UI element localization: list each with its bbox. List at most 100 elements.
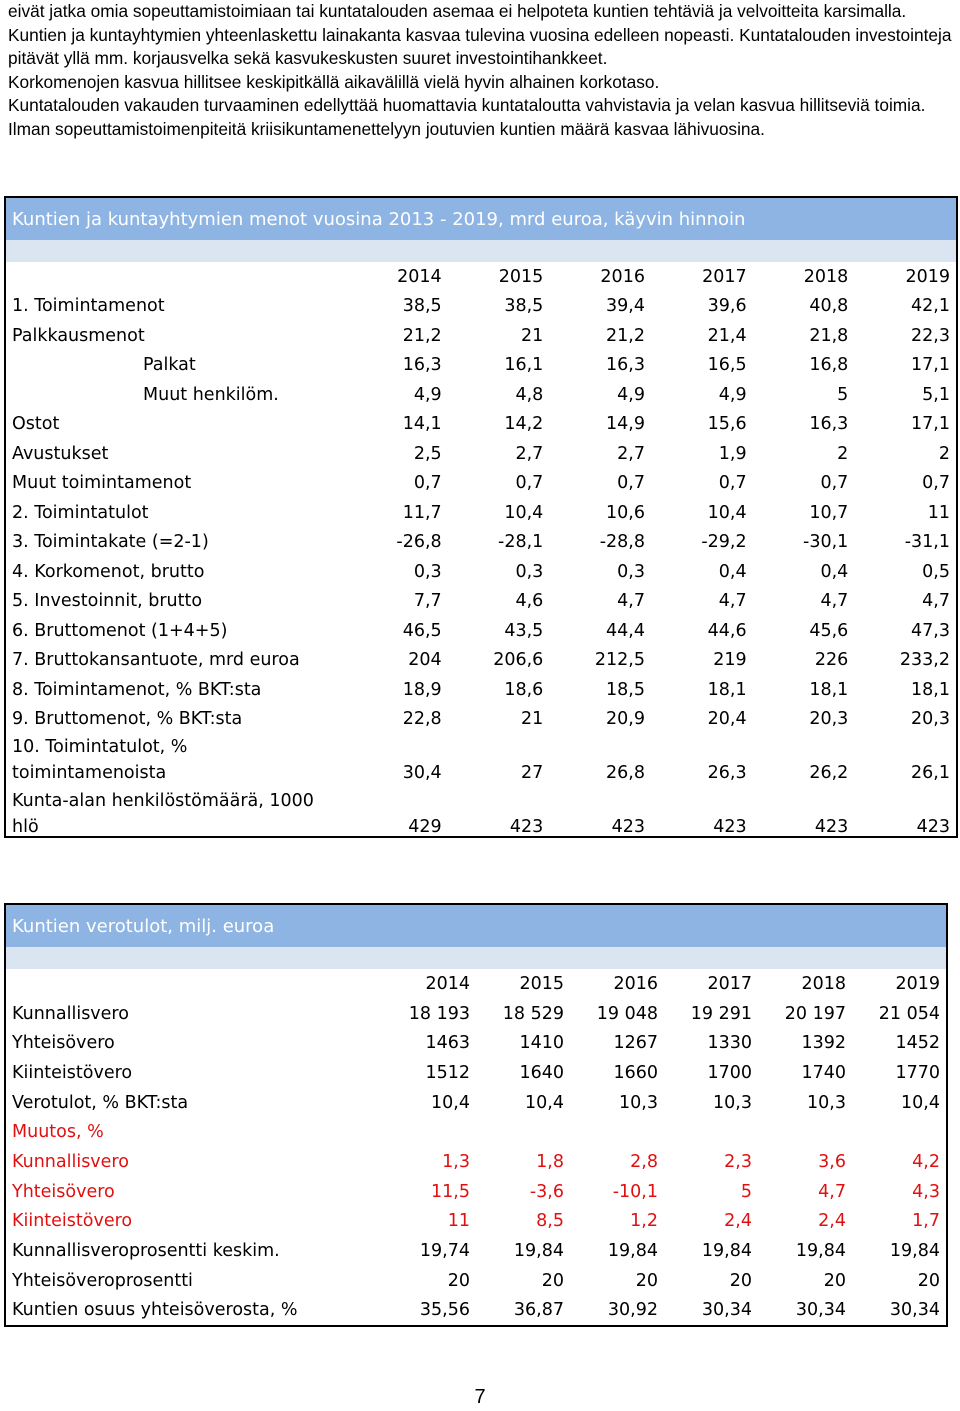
header-label-cell xyxy=(6,969,382,999)
value-cell: 10,4 xyxy=(901,1092,940,1113)
value-cell: 204 xyxy=(408,650,442,671)
value-cell: 14,2 xyxy=(504,414,544,435)
value-cell: 20,3 xyxy=(911,709,950,730)
year-header-row: 2014 2015 2016 2017 2018 2019 xyxy=(6,969,946,999)
row-label: Muut henkilöm. xyxy=(143,384,279,405)
row-label: Kunnallisvero xyxy=(12,1003,129,1024)
year-header: 2014 xyxy=(425,973,470,994)
value-cell: 16,3 xyxy=(606,355,645,376)
row-label: Palkkausmenot xyxy=(12,325,145,346)
expenditure-table-subband xyxy=(6,240,956,262)
value-cell xyxy=(570,1117,664,1147)
value-cell: 4,9 xyxy=(617,384,645,405)
table-row: Yhteisövero 11,5 -3,6 -10,1 5 4,7 4,3 xyxy=(6,1177,946,1207)
value-cell: 0,7 xyxy=(515,473,544,494)
year-header: 2019 xyxy=(905,266,950,287)
header-label-cell xyxy=(6,262,346,292)
value-cell: 4,6 xyxy=(515,591,544,612)
value-cell: 212,5 xyxy=(594,650,645,671)
expenditure-table-title: Kuntien ja kuntayhtymien menot vuosina 2… xyxy=(6,198,956,240)
value-cell: 7,7 xyxy=(413,591,442,612)
value-cell: 219 xyxy=(713,650,747,671)
row-label: 6. Bruttomenot (1+4+5) xyxy=(12,620,228,641)
value-cell: 10,3 xyxy=(619,1092,658,1113)
table-row: 5. Investoinnit, brutto 7,7 4,6 4,7 4,7 4,7 4,… xyxy=(6,587,956,617)
value-cell: 2,5 xyxy=(413,443,442,464)
table-row: Kuntien osuus yhteisöverosta, % 35,56 36,8… xyxy=(6,1296,946,1326)
year-header: 2016 xyxy=(613,973,658,994)
value-cell: 423 xyxy=(814,817,849,837)
row-label: 9. Bruttomenot, % BKT:sta xyxy=(12,709,243,730)
value-cell: 21 xyxy=(521,709,544,730)
row-label: 2. Toimintatulot xyxy=(12,502,149,523)
value-cell: 10,3 xyxy=(807,1092,846,1113)
row-label: 7. Bruttokansantuote, mrd euroa xyxy=(12,650,300,671)
value-cell: -3,6 xyxy=(529,1181,564,1202)
value-cell: 2,7 xyxy=(515,443,544,464)
value-cell: 423 xyxy=(611,817,645,837)
value-cell: 1,9 xyxy=(718,443,747,464)
value-cell: 0,5 xyxy=(922,561,950,582)
value-cell: 0,4 xyxy=(718,561,747,582)
value-cell xyxy=(664,1117,758,1147)
value-cell: 19 048 xyxy=(596,1003,658,1024)
value-cell: 39,4 xyxy=(606,296,645,317)
table-row: Ostot 14,1 14,2 14,9 15,6 16,3 17,1 xyxy=(6,410,956,440)
value-cell: 18 529 xyxy=(502,1003,564,1024)
value-cell: 11,7 xyxy=(402,502,442,523)
value-cell: 11 xyxy=(447,1211,470,1232)
value-cell: -28,8 xyxy=(599,532,645,553)
table-row: Kunta-alan henkilöstömäärä, 1000 hlö 429 4… xyxy=(6,788,956,842)
value-cell: 4,7 xyxy=(818,1181,846,1202)
value-cell: 19,74 xyxy=(419,1241,470,1262)
value-cell xyxy=(476,1117,570,1147)
value-cell: 38,5 xyxy=(504,296,544,317)
value-cell: 21 054 xyxy=(878,1003,940,1024)
value-cell: 429 xyxy=(408,817,442,837)
row-label: 10. Toimintatulot, % toimintamenoista xyxy=(12,737,188,783)
row-label: Ostot xyxy=(12,414,60,435)
value-cell: 16,5 xyxy=(707,355,747,376)
value-cell: 2,7 xyxy=(617,443,645,464)
value-cell: 1640 xyxy=(519,1062,564,1083)
year-header: 2018 xyxy=(803,266,849,287)
value-cell: 0,7 xyxy=(718,473,747,494)
table-row: Kunnallisvero 1,3 1,8 2,8 2,3 3,6 4,2 xyxy=(6,1147,946,1177)
value-cell: 19,84 xyxy=(701,1241,752,1262)
value-cell: 22,8 xyxy=(402,709,442,730)
value-cell: 10,4 xyxy=(431,1092,470,1113)
row-label: Yhteisövero xyxy=(12,1181,115,1202)
value-cell xyxy=(758,1117,852,1147)
value-cell: 1330 xyxy=(707,1033,752,1054)
row-label: 1. Toimintamenot xyxy=(12,296,165,317)
value-cell: -26,8 xyxy=(396,532,442,553)
row-label: Kunnallisvero xyxy=(12,1151,129,1172)
row-label: Kiinteistövero xyxy=(12,1211,133,1232)
value-cell: 17,1 xyxy=(911,355,950,376)
value-cell: 2,8 xyxy=(630,1151,658,1172)
tax-revenue-grid: 2014 2015 2016 2017 2018 2019 Kunnallisv… xyxy=(6,969,946,1325)
value-cell: 27 xyxy=(521,763,544,783)
value-cell: 47,3 xyxy=(911,620,950,641)
table-row: Palkkausmenot 21,2 21 21,2 21,4 21,8 22,3 xyxy=(6,321,956,351)
year-header: 2015 xyxy=(498,266,544,287)
value-cell: 21,2 xyxy=(402,325,442,346)
value-cell: 10,7 xyxy=(809,502,849,523)
year-header: 2018 xyxy=(801,973,846,994)
value-cell: 1452 xyxy=(895,1033,940,1054)
value-cell: 20,4 xyxy=(707,709,747,730)
value-cell: 16,3 xyxy=(402,355,442,376)
intro-paragraph: Kuntien ja kuntayhtymien yhteenlaskettu … xyxy=(8,24,952,69)
value-cell: 21,2 xyxy=(606,325,645,346)
value-cell: 30,92 xyxy=(607,1300,658,1321)
year-header: 2019 xyxy=(895,973,940,994)
value-cell xyxy=(852,1117,946,1147)
value-cell: 1770 xyxy=(895,1062,940,1083)
value-cell: 11,5 xyxy=(431,1181,470,1202)
value-cell: 4,8 xyxy=(515,384,544,405)
value-cell: -30,1 xyxy=(803,532,849,553)
value-cell: 15,6 xyxy=(707,414,747,435)
value-cell: 26,3 xyxy=(707,763,747,783)
table-row: 2. Toimintatulot 11,7 10,4 10,6 10,4 10,7 11 xyxy=(6,498,956,528)
value-cell: 1700 xyxy=(707,1062,752,1083)
